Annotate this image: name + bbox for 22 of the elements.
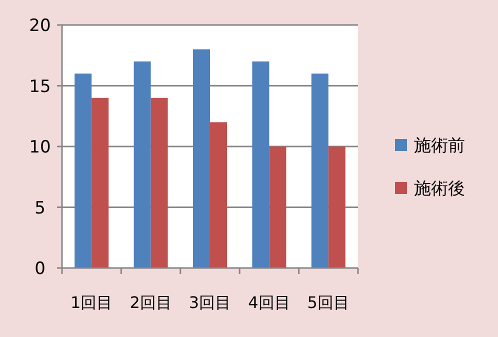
x-tick-label: 3回目 bbox=[188, 293, 232, 312]
bar bbox=[134, 61, 151, 268]
x-tick-label: 1回目 bbox=[70, 293, 113, 312]
x-tick-label: 5回目 bbox=[307, 293, 350, 312]
bar bbox=[328, 146, 346, 268]
bar bbox=[252, 61, 270, 268]
y-tick-label: 5 bbox=[34, 198, 46, 218]
legend-label: 施術前 bbox=[414, 136, 465, 156]
x-tick-label: 2回目 bbox=[130, 293, 172, 312]
bar bbox=[193, 49, 210, 268]
bar bbox=[74, 74, 92, 268]
x-tick-label: 4回目 bbox=[248, 293, 290, 312]
legend-label: 施術後 bbox=[414, 179, 465, 199]
bar bbox=[92, 98, 109, 268]
bar bbox=[150, 98, 168, 268]
y-tick-label: 15 bbox=[29, 76, 51, 97]
bar bbox=[269, 146, 286, 268]
y-tick-label: 10 bbox=[29, 138, 51, 158]
y-tick-label: 0 bbox=[34, 259, 46, 279]
bar bbox=[210, 122, 227, 268]
bar bbox=[311, 74, 328, 268]
y-tick-label: 20 bbox=[29, 16, 51, 36]
